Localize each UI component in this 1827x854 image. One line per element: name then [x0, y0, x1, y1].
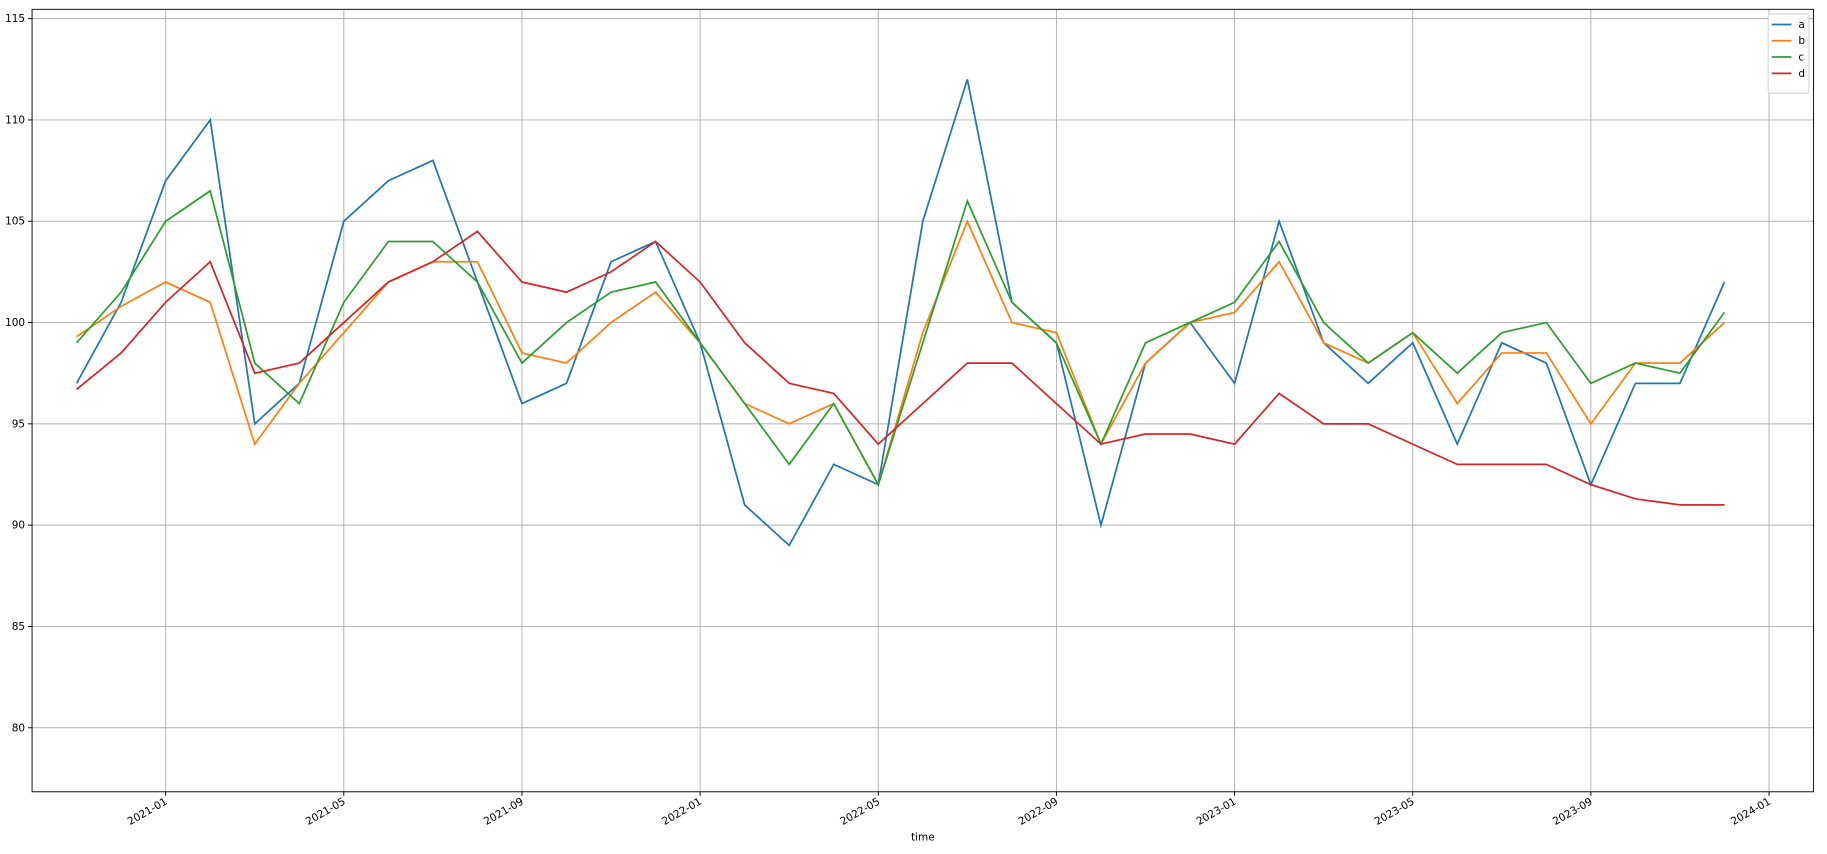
- y-tick-label: 105: [5, 216, 25, 228]
- y-tick-label: 110: [5, 114, 25, 126]
- legend-label: d: [1798, 68, 1805, 80]
- legend-label: a: [1798, 19, 1804, 31]
- x-tick-label: 2023-01: [1195, 796, 1239, 828]
- x-tick-label: 2021-09: [482, 796, 526, 828]
- x-tick-label: 2021-01: [126, 796, 170, 828]
- x-tick-label: 2023-09: [1551, 796, 1595, 828]
- x-tick-label: 2022-01: [660, 796, 704, 828]
- y-tick-label: 95: [12, 418, 25, 430]
- x-tick-label: 2023-05: [1373, 796, 1417, 828]
- line-series: [76, 230, 1725, 506]
- y-tick-label: 85: [12, 621, 25, 633]
- line-series: [76, 218, 1726, 487]
- y-tick-label: 80: [12, 722, 25, 734]
- y-tick-label: 90: [12, 520, 25, 532]
- y-tick-label: 115: [5, 13, 25, 25]
- plot-frame: [31, 8, 1815, 793]
- legend-label: c: [1798, 52, 1804, 64]
- line-series: [75, 189, 1726, 487]
- x-tick-label: 2024-01: [1729, 796, 1773, 828]
- x-tick-label: 2021-05: [304, 796, 348, 828]
- line-series: [75, 79, 1726, 547]
- legend-label: b: [1798, 35, 1805, 47]
- y-tick-label: 100: [5, 317, 25, 329]
- x-tick-label: 2022-05: [838, 796, 882, 828]
- x-tick-label: 2022-09: [1016, 796, 1060, 828]
- x-axis-label: time: [911, 832, 935, 844]
